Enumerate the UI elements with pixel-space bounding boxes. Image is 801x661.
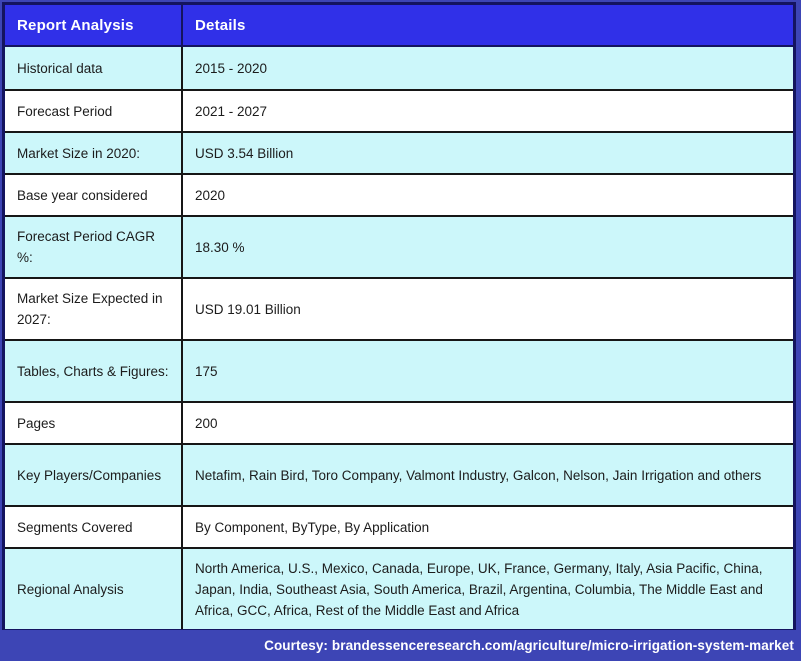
row-value: 2020 bbox=[195, 187, 226, 203]
table-row-historical-data: Historical data 2015 - 2020 bbox=[5, 47, 793, 89]
row-label: Pages bbox=[5, 403, 183, 443]
row-label: Segments Covered bbox=[5, 507, 183, 547]
table-row-market-size-2027: Market Size Expected in 2027: USD 19.01 … bbox=[5, 277, 793, 339]
courtesy-bar: Courtesy: brandessenceresearch.com/agric… bbox=[0, 630, 801, 661]
row-label: Tables, Charts & Figures: bbox=[5, 341, 183, 401]
header-details: Details bbox=[195, 16, 246, 34]
table-row-market-size-2020: Market Size in 2020: USD 3.54 Billion bbox=[5, 131, 793, 173]
row-value: 18.30 % bbox=[195, 239, 245, 255]
table-row-tables-charts-figures: Tables, Charts & Figures: 175 bbox=[5, 339, 793, 401]
row-label: Key Players/Companies bbox=[5, 445, 183, 505]
table-row-segments-covered: Segments Covered By Component, ByType, B… bbox=[5, 505, 793, 547]
row-value: USD 19.01 Billion bbox=[195, 301, 301, 317]
table-header-row: Report Analysis Details bbox=[5, 5, 793, 47]
row-value: 2015 - 2020 bbox=[195, 60, 268, 76]
row-value: 175 bbox=[195, 363, 218, 379]
row-label: Historical data bbox=[5, 47, 183, 89]
table-row-forecast-period: Forecast Period 2021 - 2027 bbox=[5, 89, 793, 131]
row-label: Regional Analysis bbox=[5, 549, 183, 629]
table-row-pages: Pages 200 bbox=[5, 401, 793, 443]
table-body: Historical data 2015 - 2020 Forecast Per… bbox=[5, 47, 793, 629]
table-row-base-year: Base year considered 2020 bbox=[5, 173, 793, 215]
table-row-cagr: Forecast Period CAGR %: 18.30 % bbox=[5, 215, 793, 277]
row-label: Market Size Expected in 2027: bbox=[5, 279, 183, 339]
courtesy-text: Courtesy: brandessenceresearch.com/agric… bbox=[264, 638, 794, 653]
row-label: Market Size in 2020: bbox=[5, 133, 183, 173]
row-label: Base year considered bbox=[5, 175, 183, 215]
row-value: Netafim, Rain Bird, Toro Company, Valmon… bbox=[195, 467, 762, 483]
row-value: By Component, ByType, By Application bbox=[195, 519, 430, 535]
table-row-key-players: Key Players/Companies Netafim, Rain Bird… bbox=[5, 443, 793, 505]
table-row-regional-analysis: Regional Analysis North America, U.S., M… bbox=[5, 547, 793, 629]
row-label: Forecast Period CAGR %: bbox=[5, 217, 183, 277]
row-value: USD 3.54 Billion bbox=[195, 145, 294, 161]
row-value: North America, U.S., Mexico, Canada, Eur… bbox=[195, 560, 763, 618]
row-label: Forecast Period bbox=[5, 91, 183, 131]
report-analysis-table: Report Analysis Details Historical data … bbox=[2, 2, 796, 630]
header-report-analysis: Report Analysis bbox=[5, 5, 183, 45]
row-value: 200 bbox=[195, 415, 218, 431]
row-value: 2021 - 2027 bbox=[195, 103, 268, 119]
